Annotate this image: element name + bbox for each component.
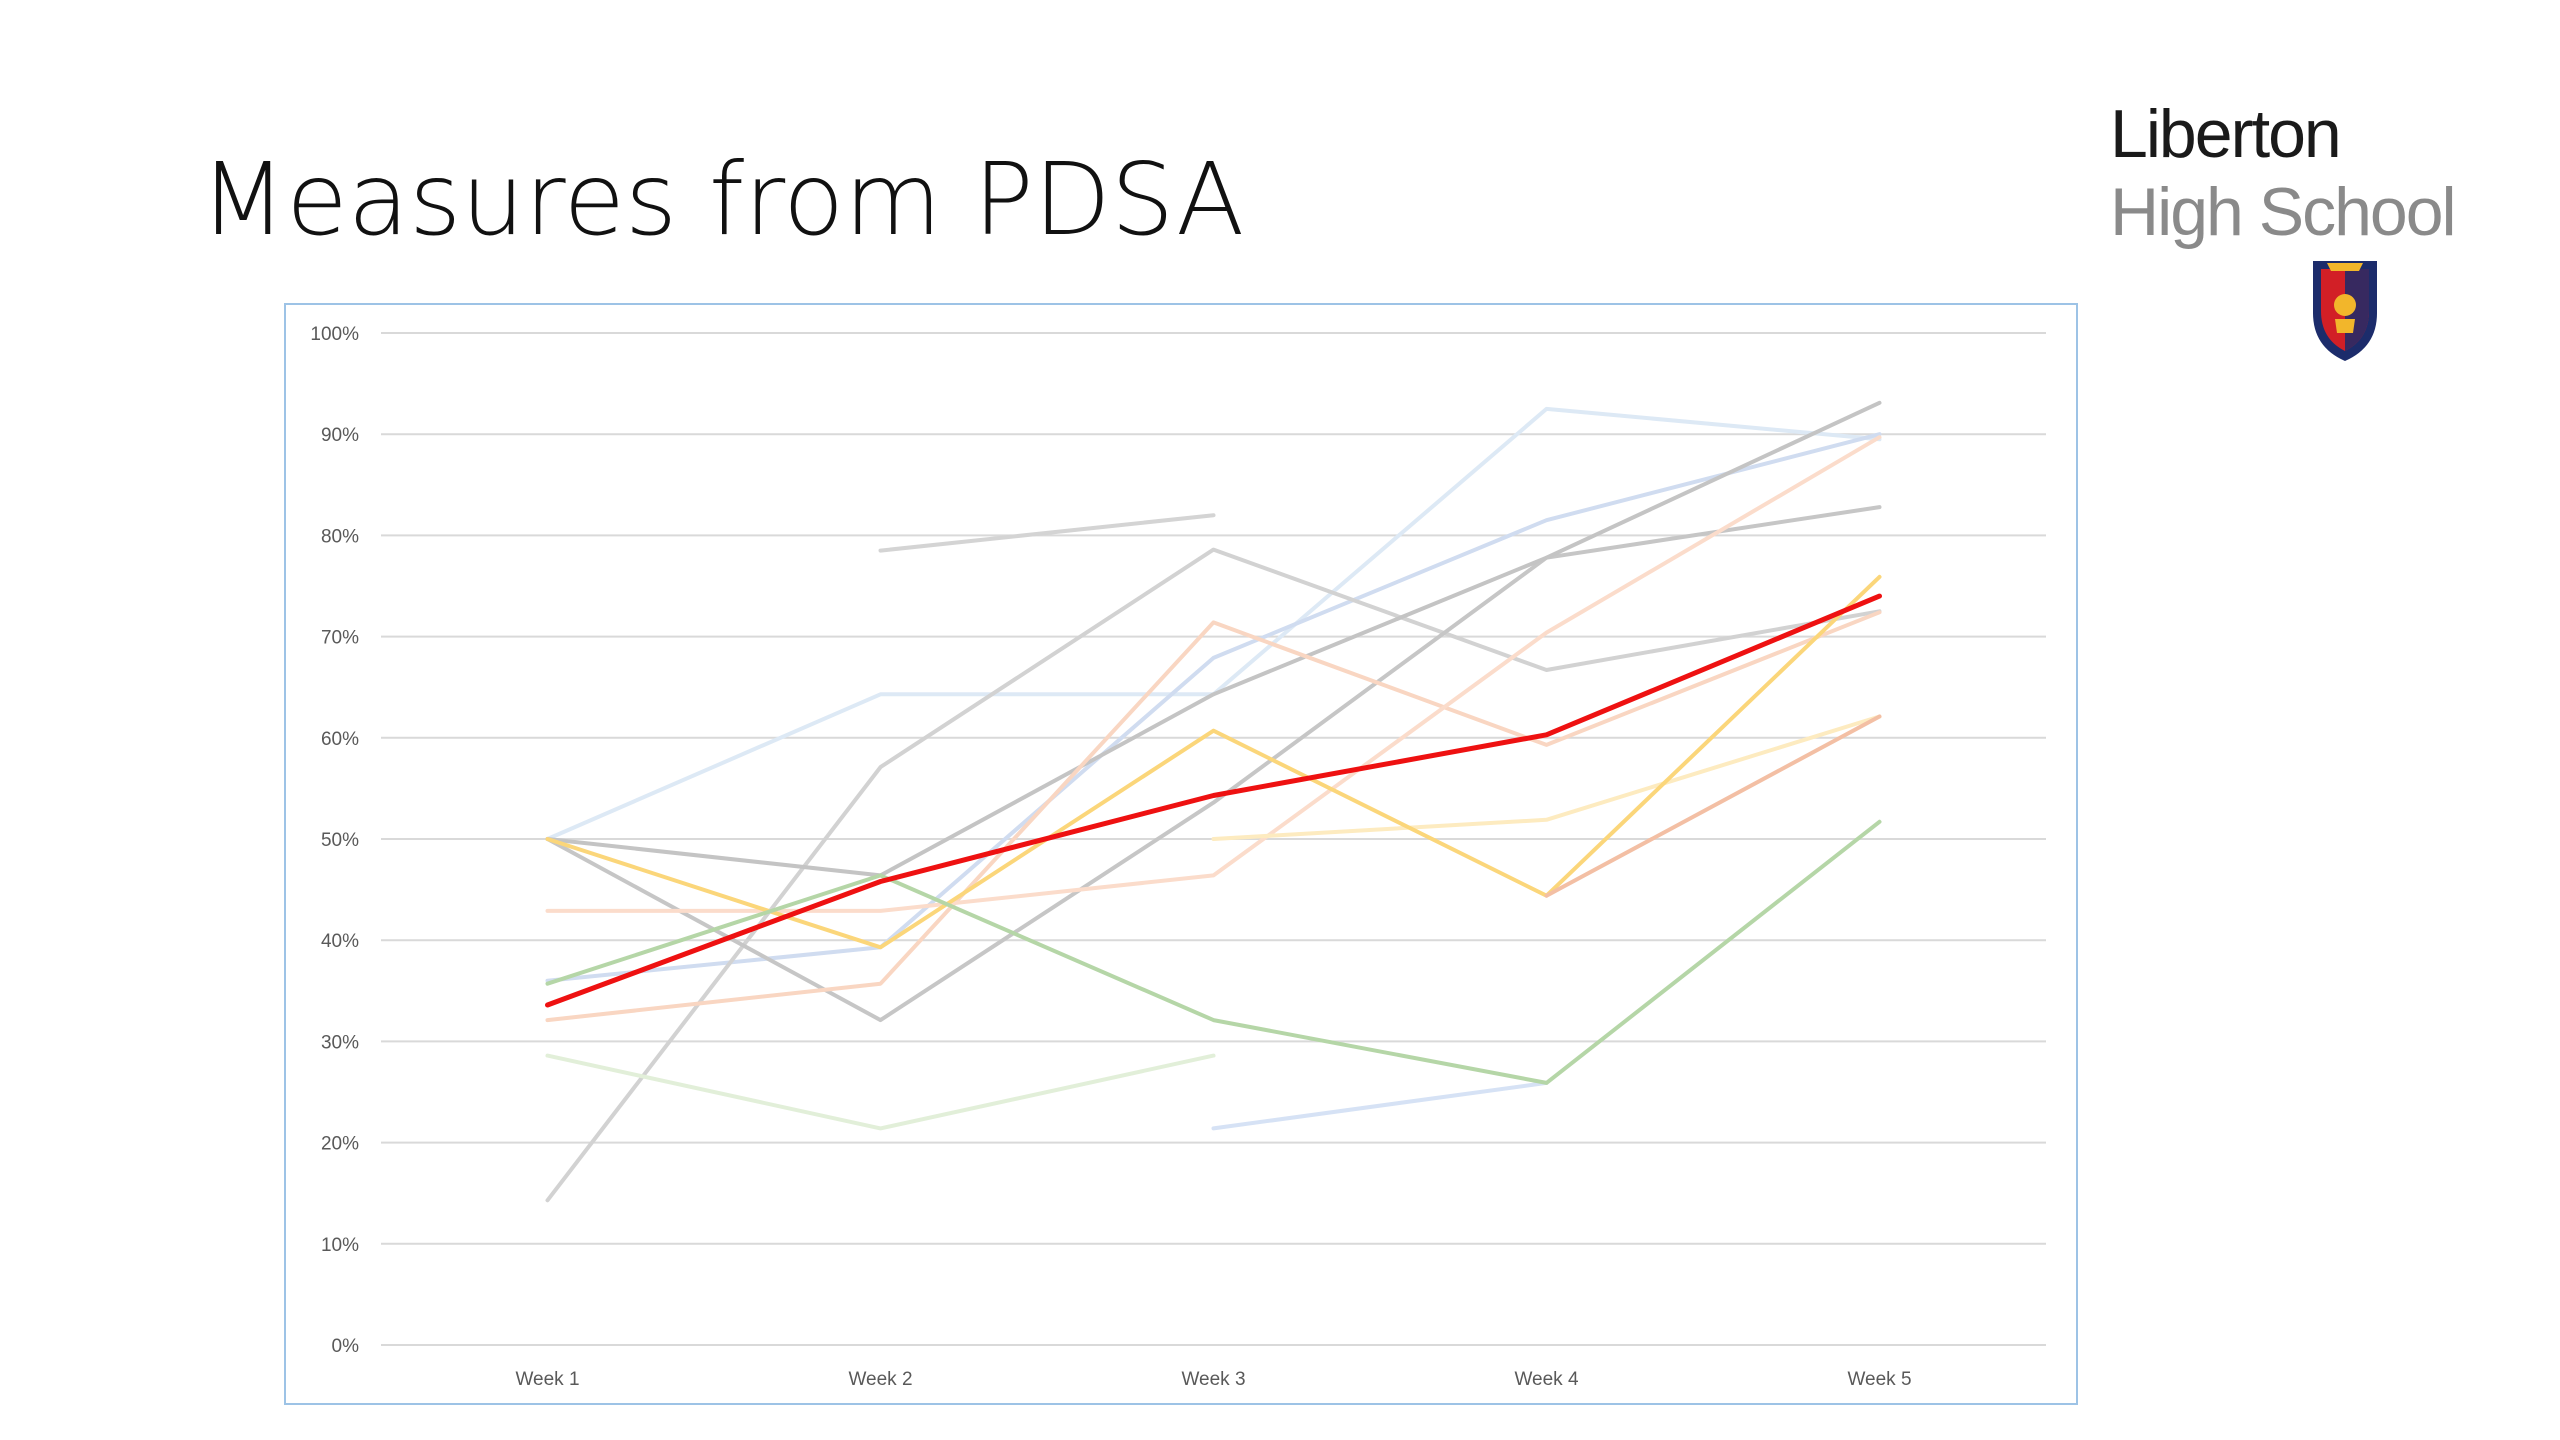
series-line-7 [545, 610, 1882, 1023]
x-tick-label: Week 4 [1514, 1369, 1579, 1390]
series-line-14 [545, 819, 1882, 1085]
y-tick-label: 50% [321, 830, 359, 851]
series-line-13 [1211, 1080, 1549, 1131]
logo-text-line2: High School [2110, 174, 2457, 250]
y-tick-label: 70% [321, 628, 359, 649]
x-tick-label: Week 2 [848, 1369, 912, 1390]
series-line-9 [1211, 714, 1882, 841]
line-chart: 0% 10% 20% 30% 40% 50% 60% 70% 80% 90% 100% Week 1… [310, 324, 2046, 1390]
y-tick-label: 0% [332, 1336, 360, 1357]
x-tick-label: Week 5 [1847, 1369, 1911, 1390]
series-lines [545, 400, 1882, 1203]
y-tick-label: 60% [321, 729, 359, 750]
y-tick-label: 40% [321, 931, 359, 952]
y-tick-label: 10% [321, 1235, 359, 1256]
x-axis-ticks: Week 1 Week 2 Week 3 Week 4 Week 5 [515, 1369, 1911, 1390]
series-line-5 [545, 505, 1882, 1023]
y-tick-label: 20% [321, 1134, 359, 1155]
series-line-15 [545, 593, 1882, 1008]
series-line-6 [545, 400, 1882, 878]
y-tick-label: 80% [321, 526, 359, 547]
x-tick-label: Week 1 [515, 1369, 579, 1390]
series-line-1 [878, 513, 1216, 553]
series-line-10 [545, 574, 1882, 950]
school-crest-icon [2313, 261, 2377, 361]
series-line-12 [545, 1053, 1216, 1131]
logo-text-line1: Liberton [2110, 96, 2342, 172]
chart-frame: 0% 10% 20% 30% 40% 50% 60% 70% 80% 90% 100% Week 1… [284, 303, 2078, 1405]
x-tick-label: Week 3 [1181, 1369, 1245, 1390]
slide-title: Measures from PDSA [200, 141, 1245, 258]
y-tick-label: 30% [321, 1032, 359, 1053]
y-tick-label: 100% [310, 324, 359, 345]
school-logo: Liberton High School [2110, 100, 2490, 370]
y-axis-ticks: 0% 10% 20% 30% 40% 50% 60% 70% 80% 90% 100% [310, 324, 359, 1357]
y-tick-label: 90% [321, 425, 359, 446]
series-line-11 [1544, 714, 1882, 898]
